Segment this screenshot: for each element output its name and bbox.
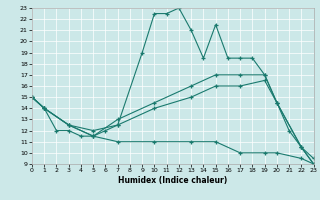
X-axis label: Humidex (Indice chaleur): Humidex (Indice chaleur) [118,176,228,185]
